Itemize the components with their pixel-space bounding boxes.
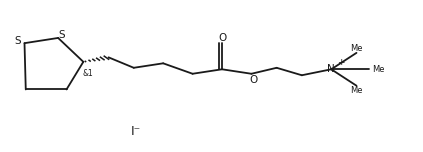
Text: Me: Me: [350, 44, 363, 53]
Text: N: N: [327, 64, 335, 74]
Text: +: +: [337, 58, 344, 67]
Text: O: O: [250, 75, 258, 85]
Text: I⁻: I⁻: [131, 125, 141, 138]
Text: &1: &1: [83, 69, 94, 78]
Text: Me: Me: [350, 86, 363, 95]
Text: S: S: [14, 36, 21, 46]
Text: Me: Me: [372, 65, 385, 74]
Text: S: S: [58, 30, 65, 40]
Text: O: O: [218, 33, 226, 43]
